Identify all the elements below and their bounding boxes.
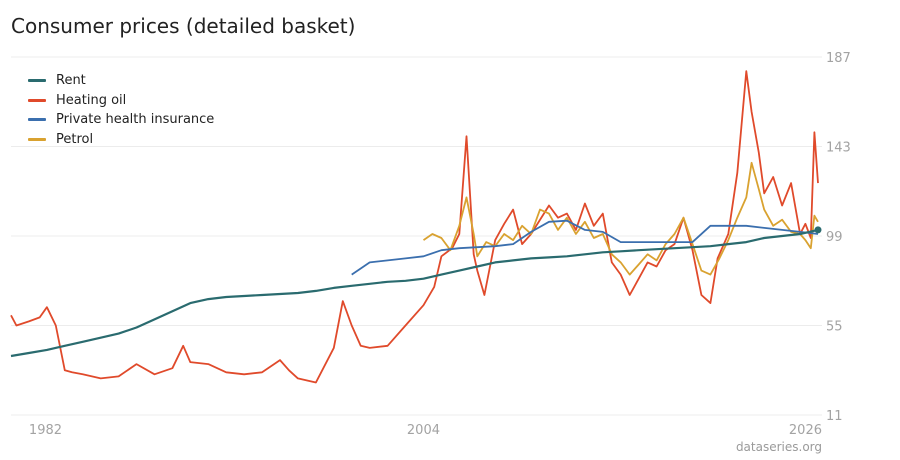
y-tick-label-2: 99 [826, 230, 843, 245]
legend: Rent Heating oil Private health insuranc… [28, 71, 214, 149]
legend-swatch-petrol [28, 137, 46, 141]
legend-label-heating-oil: Heating oil [56, 92, 127, 108]
legend-label-petrol: Petrol [56, 131, 94, 147]
y-tick-label-0: 11 [826, 409, 843, 424]
legend-label-rent: Rent [56, 73, 86, 89]
legend-item-rent: Rent [28, 71, 214, 91]
x-tick-label-2: 2026 [789, 423, 822, 438]
series-line-petrol [422, 161, 819, 276]
y-axis-ticks: 11 55 99 143 187 [826, 51, 851, 424]
legend-item-heating-oil: Heating oil [28, 91, 214, 111]
x-tick-label-0: 1982 [29, 423, 62, 438]
series-lines [10, 70, 822, 384]
legend-swatch-private-health-insurance [28, 118, 46, 122]
x-tick-label-1: 2004 [407, 423, 440, 438]
series-line-heating-oil [10, 70, 819, 384]
series-line-private-health-insurance [351, 219, 819, 276]
rent-end-marker [814, 226, 822, 234]
series-line-rent [10, 228, 819, 358]
y-tick-label-3: 143 [826, 141, 851, 156]
y-tick-label-1: 55 [826, 320, 843, 335]
legend-item-private-health-insurance: Private health insurance [28, 110, 214, 130]
legend-swatch-rent [28, 79, 46, 83]
legend-swatch-heating-oil [28, 98, 46, 102]
chart-title: Consumer prices (detailed basket) [11, 14, 356, 38]
source-credit: dataseries.org [735, 440, 822, 454]
legend-item-petrol: Petrol [28, 130, 214, 150]
x-axis-ticks: 1982 2004 2026 [29, 423, 822, 438]
legend-label-private-health-insurance: Private health insurance [56, 112, 215, 128]
y-tick-label-4: 187 [826, 51, 851, 66]
gridlines [11, 56, 822, 416]
